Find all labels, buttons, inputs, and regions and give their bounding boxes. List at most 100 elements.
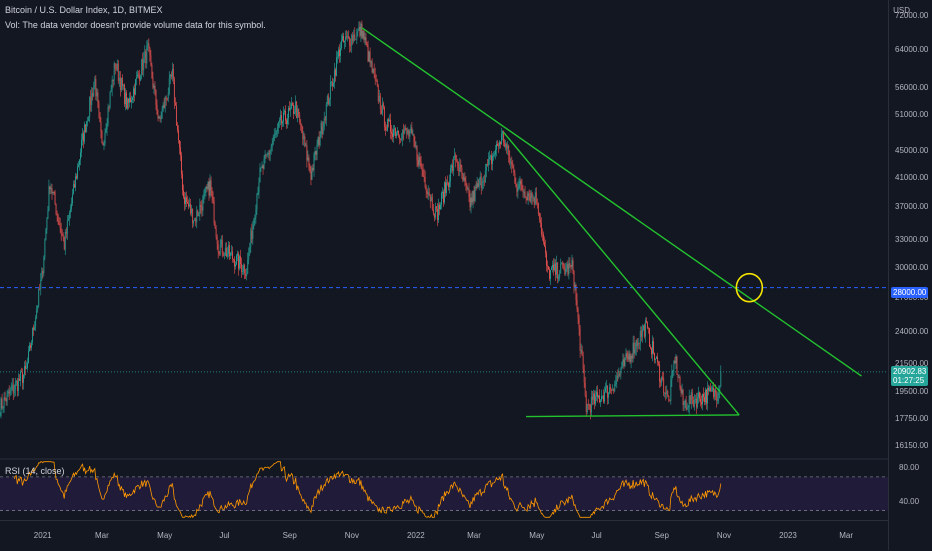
candle-body <box>458 168 459 172</box>
candle-body <box>51 188 52 189</box>
rsi-pane[interactable] <box>0 462 888 518</box>
candle-body <box>42 271 43 273</box>
candle-body <box>376 80 377 81</box>
candle-body <box>224 255 225 256</box>
candle-body <box>188 203 189 206</box>
time-tick-label: 2021 <box>34 531 52 540</box>
candle-body <box>16 381 17 382</box>
candle-body <box>140 76 141 80</box>
candle-body <box>289 108 290 110</box>
candle-body <box>715 390 716 393</box>
candle-body <box>696 399 697 407</box>
candle-body <box>487 164 488 165</box>
candle-body <box>422 169 423 170</box>
candle-body <box>512 166 513 168</box>
candle-body <box>173 69 174 79</box>
candle-body <box>86 122 87 133</box>
candle-body <box>625 358 626 366</box>
candle-body <box>156 90 157 105</box>
candle-body <box>97 92 98 102</box>
price-pane[interactable] <box>0 21 888 459</box>
candle-body <box>153 78 154 88</box>
candle-body <box>391 132 392 134</box>
candle-body <box>25 366 26 369</box>
candle-body <box>532 193 533 198</box>
candle-body <box>132 97 133 100</box>
candle-body <box>565 269 566 274</box>
candle-body <box>278 122 279 127</box>
candle-body <box>326 104 327 120</box>
candle-body <box>555 263 556 274</box>
candle-body <box>336 58 337 76</box>
candle-body <box>373 69 374 72</box>
candle-body <box>608 393 609 398</box>
candle-body <box>280 115 281 120</box>
candle-body <box>577 300 578 309</box>
candle-body <box>671 371 672 380</box>
candle-body <box>317 144 318 154</box>
candle-body <box>427 191 428 194</box>
candle-body <box>383 103 384 107</box>
candle-body <box>494 154 495 155</box>
candle-body <box>98 103 99 113</box>
candle-body <box>578 309 579 318</box>
candle-body <box>14 390 15 394</box>
candle-body <box>652 341 653 354</box>
candle-body <box>106 129 107 132</box>
candle-body <box>333 83 334 86</box>
candle-body <box>446 182 447 193</box>
candle-body <box>233 259 234 260</box>
candle-body <box>556 262 557 274</box>
candle-body <box>17 381 18 391</box>
candle-body <box>552 265 553 268</box>
candle-body <box>694 400 695 407</box>
candle-body <box>567 264 568 274</box>
candle-body <box>571 265 572 267</box>
candle-body <box>36 310 37 318</box>
candle-body <box>288 108 289 118</box>
candle-body <box>128 99 129 103</box>
candle-body <box>664 393 665 394</box>
candle-body <box>421 162 422 169</box>
candle-body <box>218 244 219 252</box>
candle-body <box>185 197 186 204</box>
price-tick-label: 30000.00 <box>895 263 928 272</box>
candle-body <box>486 164 487 170</box>
candle-body <box>261 168 262 169</box>
candle-body <box>442 192 443 193</box>
candle-body <box>77 167 78 179</box>
candle-body <box>244 265 245 273</box>
candle-body <box>539 214 540 220</box>
candle-body <box>425 177 426 187</box>
candle-body <box>681 388 682 393</box>
candle-body <box>485 170 486 182</box>
candle-body <box>550 270 551 279</box>
candle-body <box>353 34 354 41</box>
candle-body <box>265 154 266 158</box>
candle-body <box>588 404 589 405</box>
symbol-title[interactable]: Bitcoin / U.S. Dollar Index, 1D, BITMEX <box>5 5 163 15</box>
rsi-indicator-label[interactable]: RSI (14, close) <box>5 466 65 476</box>
time-tick-label: Sep <box>655 531 669 540</box>
candle-body <box>18 379 19 391</box>
candle-body <box>307 158 308 161</box>
candle-body <box>467 185 468 189</box>
candle-body <box>112 80 113 90</box>
candle-body <box>480 177 481 180</box>
candle-body <box>640 331 641 344</box>
candle-body <box>100 112 101 122</box>
candle-body <box>434 214 435 218</box>
candle-body <box>341 41 342 48</box>
candle-body <box>484 181 485 182</box>
candle-body <box>323 127 324 134</box>
candle-body <box>676 356 677 363</box>
candle-body <box>586 395 587 412</box>
candle-body <box>538 203 539 213</box>
candle-body <box>76 176 77 178</box>
candle-body <box>347 36 348 37</box>
candle-body <box>167 99 168 100</box>
candle-body <box>8 391 9 392</box>
